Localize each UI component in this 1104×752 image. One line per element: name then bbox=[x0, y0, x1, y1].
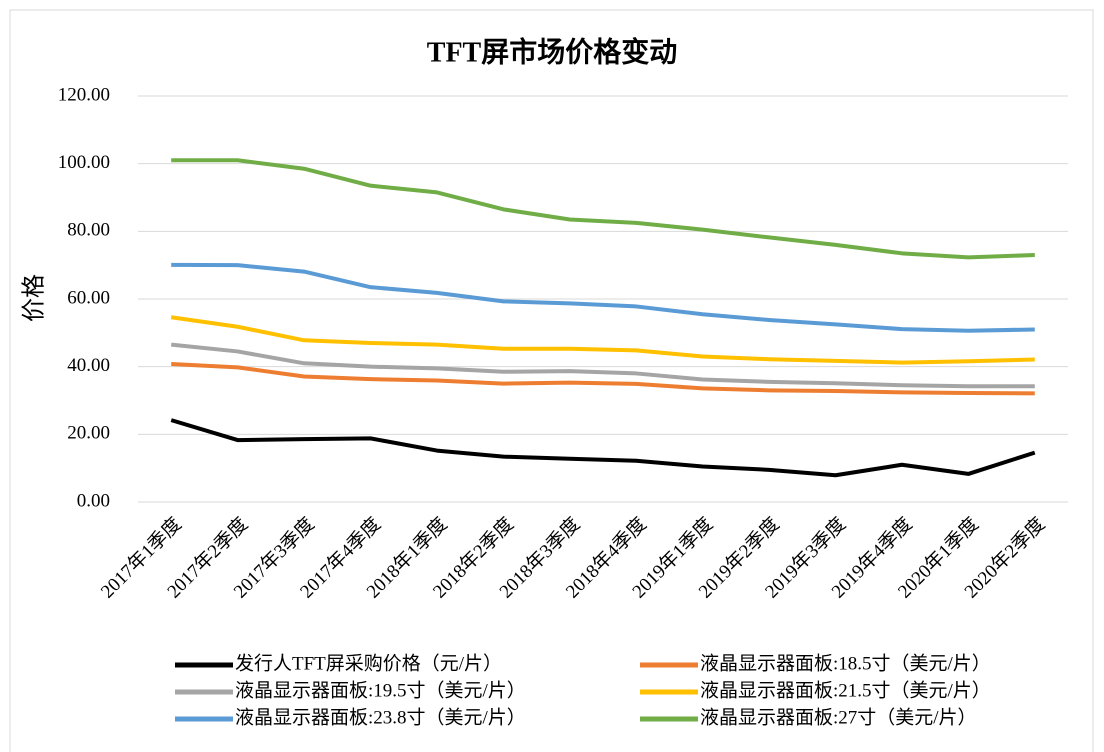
chart-border bbox=[9, 9, 1094, 752]
y-axis-title: 价格 bbox=[21, 274, 48, 322]
chart-title: TFT屏市场价格变动 bbox=[427, 35, 677, 68]
legend-label: 液晶显示器面板:19.5寸（美元/片） bbox=[235, 679, 526, 701]
legend-label: 发行人TFT屏采购价格（元/片） bbox=[235, 652, 502, 674]
y-tick-label: 60.00 bbox=[67, 287, 110, 308]
series-line bbox=[170, 418, 1036, 478]
y-tick-label: 80.00 bbox=[67, 220, 110, 241]
legend-label: 液晶显示器面板:27寸（美元/片） bbox=[700, 706, 977, 728]
series-line bbox=[171, 262, 1035, 333]
y-tick-label: 20.00 bbox=[67, 423, 110, 444]
y-tick-label: 0.00 bbox=[77, 490, 110, 511]
legend-label: 液晶显示器面板:21.5寸（美元/片） bbox=[700, 679, 991, 701]
y-tick-label: 120.00 bbox=[58, 84, 110, 105]
series-line bbox=[170, 315, 1035, 365]
series-line bbox=[171, 361, 1035, 396]
legend-label: 液晶显示器面板:18.5寸（美元/片） bbox=[700, 652, 991, 674]
series-line bbox=[171, 342, 1035, 389]
y-tick-label: 100.00 bbox=[58, 152, 110, 173]
legend-label: 液晶显示器面板:23.8寸（美元/片） bbox=[235, 706, 526, 728]
series-line bbox=[171, 158, 1035, 260]
y-tick-label: 40.00 bbox=[67, 355, 110, 376]
